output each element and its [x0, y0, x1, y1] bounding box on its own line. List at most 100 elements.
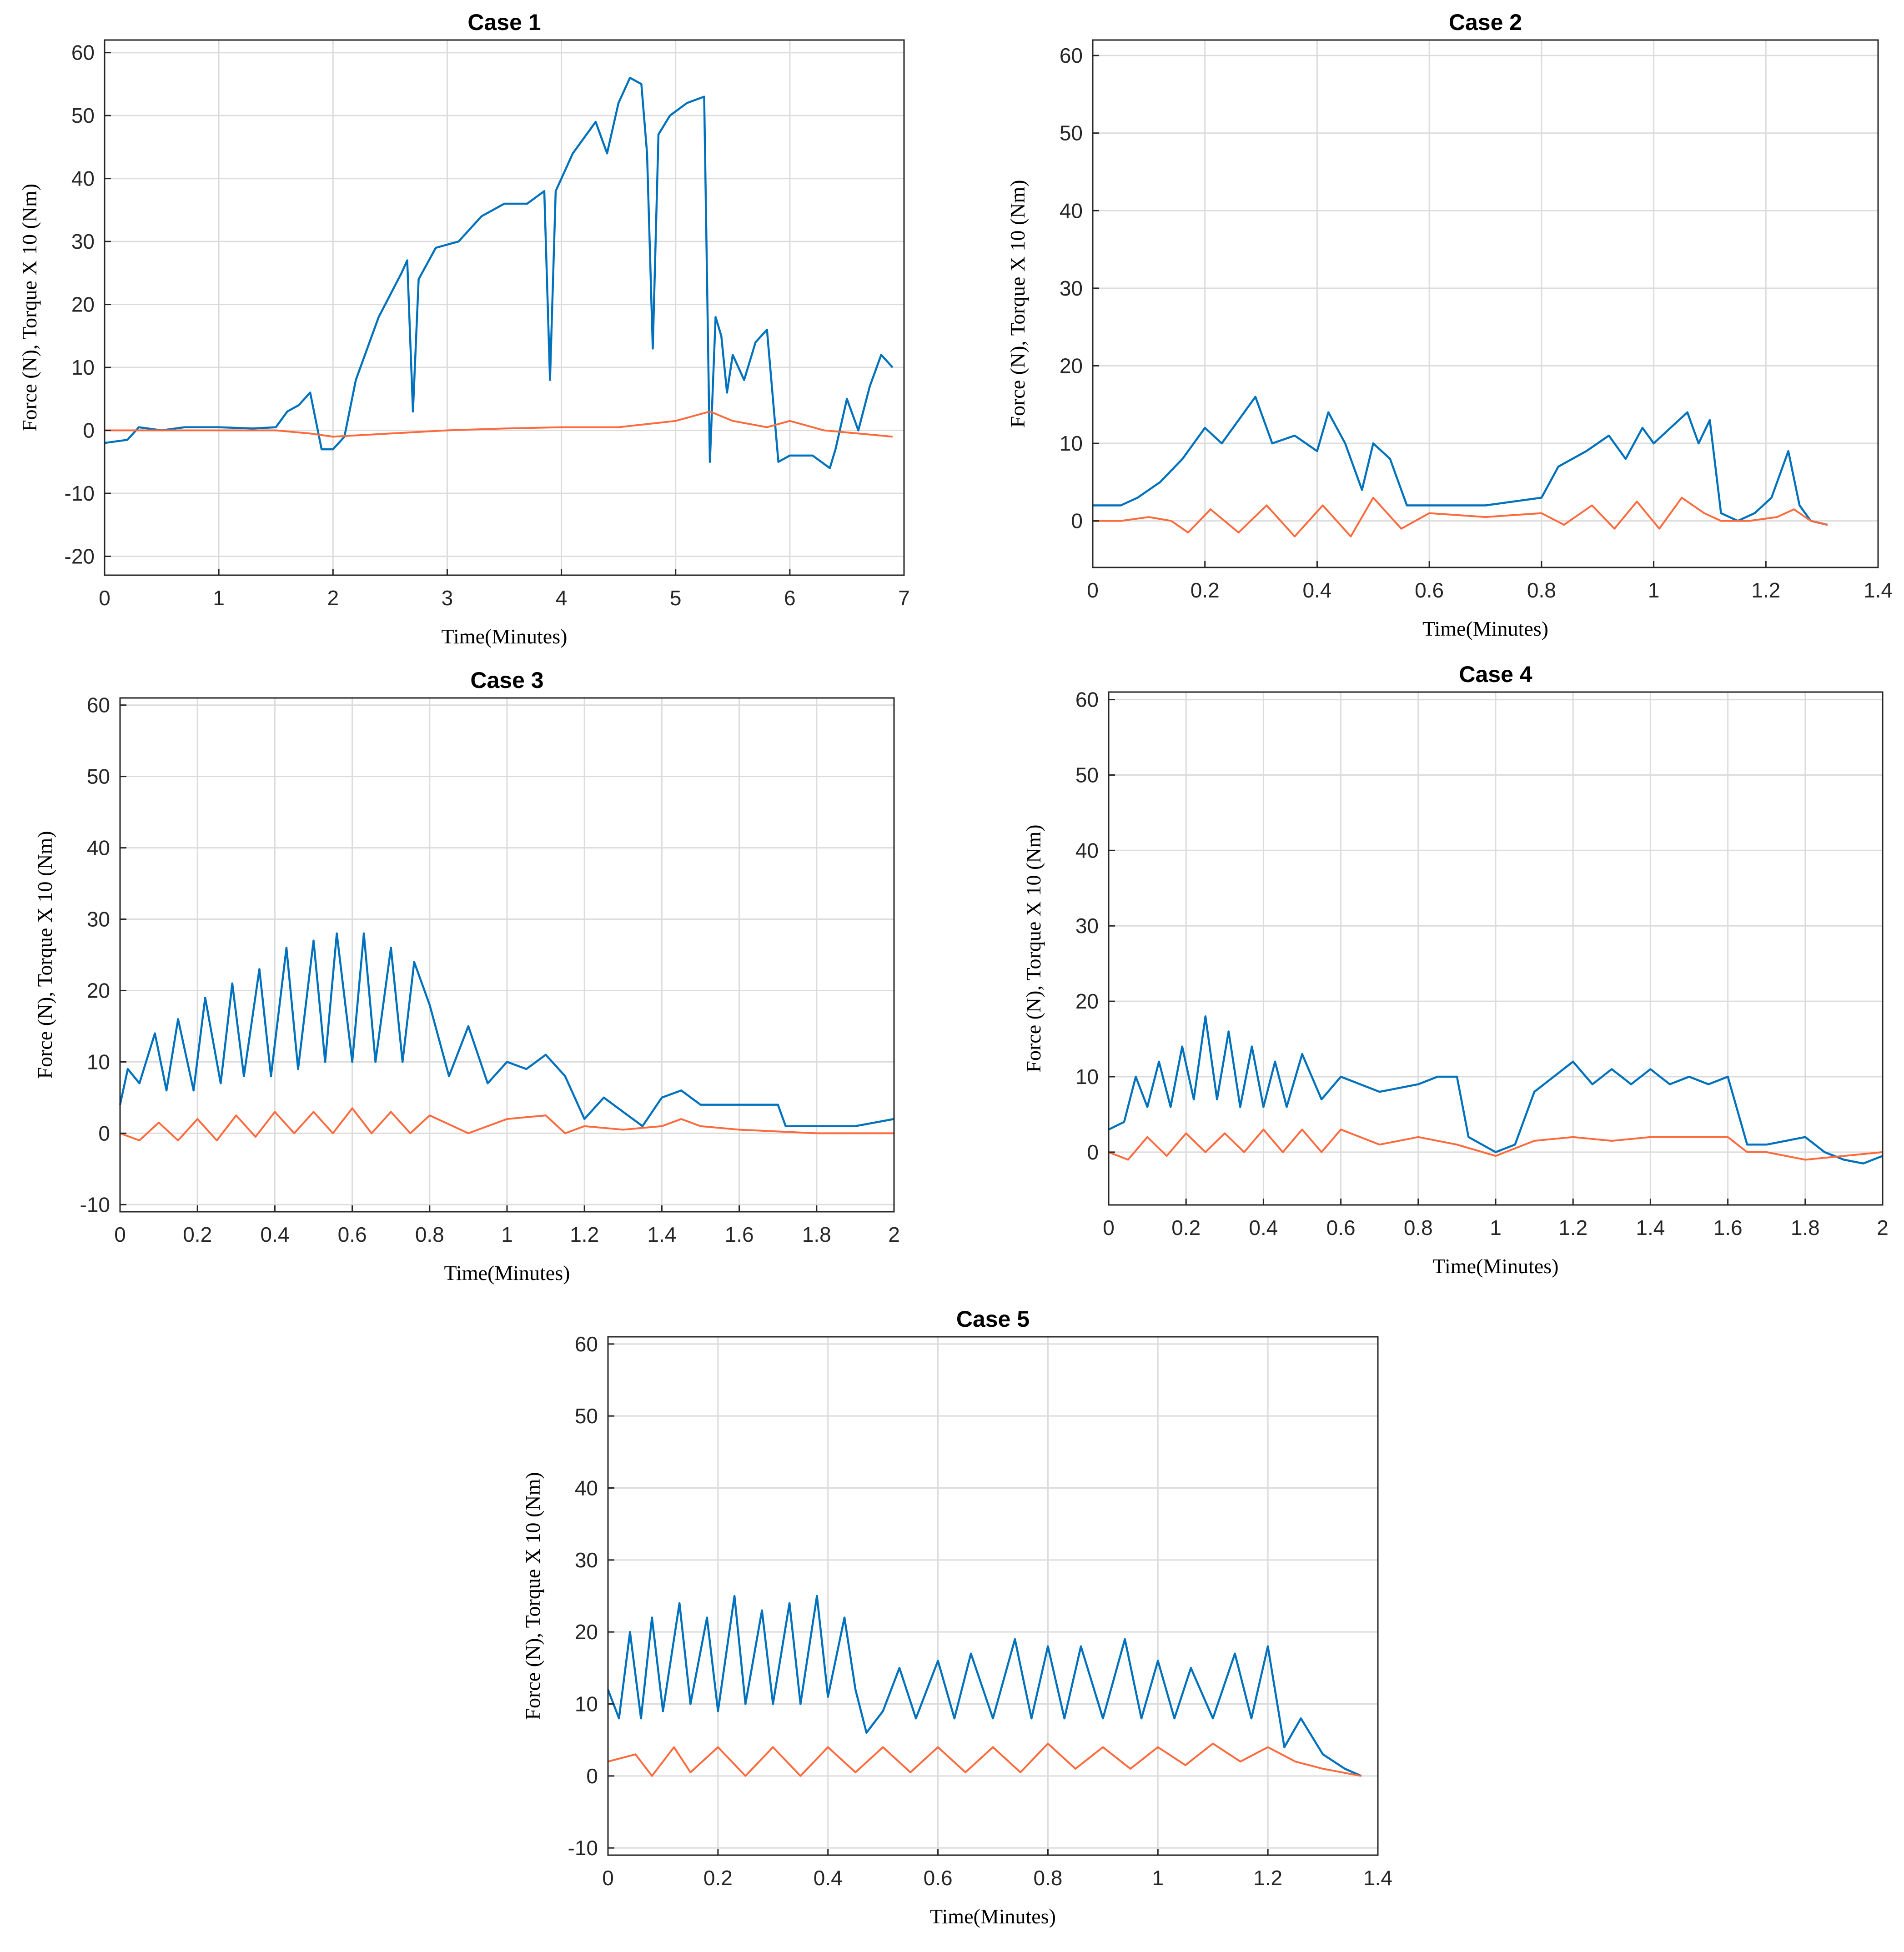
x-tick-label: 1: [501, 1223, 513, 1246]
y-tick-label: 20: [87, 979, 110, 1002]
x-tick-label: 0.2: [183, 1223, 212, 1246]
y-tick-label: 0: [98, 1121, 110, 1145]
axes-frame: [104, 39, 905, 576]
axes-frame: [1092, 39, 1879, 568]
chart-case-4: 0 0.2 0.4 0.6 0.8 1 1.2 1.4 1.6 1.8 20102030405060…: [1022, 662, 1889, 1278]
chart-title: Case 2: [1449, 10, 1522, 35]
x-axis-label: Time(Minutes): [444, 1261, 570, 1285]
y-tick-label: 40: [71, 167, 95, 191]
x-tick-label: 0.8: [1527, 578, 1556, 602]
y-tick-label: 20: [1060, 354, 1083, 377]
y-tick-label: 30: [87, 908, 110, 931]
y-tick-label: 0: [1071, 509, 1083, 533]
y-tick-label: 50: [1075, 763, 1099, 787]
y-tick-label: 50: [1060, 121, 1083, 145]
y-tick-label: -10: [80, 1193, 110, 1216]
y-axis-label: Force (N), Torque X 10 (Nm): [521, 1472, 544, 1720]
y-tick-label: 40: [575, 1476, 598, 1500]
x-tick-label: 0.2: [703, 1866, 733, 1890]
torque-series-line: [608, 1742, 1362, 1777]
x-tick-label: 0: [1103, 1216, 1115, 1239]
torque-series-line: [1093, 497, 1828, 537]
y-tick-label: 40: [1075, 838, 1099, 862]
x-tick-label: 0.2: [1191, 578, 1220, 602]
x-tick-label: 0.4: [814, 1866, 843, 1890]
x-tick-label: 4: [556, 586, 568, 610]
y-tick-label: 10: [575, 1692, 598, 1716]
y-tick-label: 30: [71, 230, 95, 253]
torque-series-line: [1108, 1129, 1883, 1161]
x-tick-label: 1.4: [1363, 1866, 1392, 1890]
x-tick-label: 0.4: [260, 1223, 289, 1246]
plot-area: [105, 40, 904, 575]
y-tick-label: 60: [87, 693, 110, 717]
x-tick-label: 0.6: [924, 1866, 953, 1890]
x-tick-label: 0.4: [1302, 578, 1331, 602]
y-tick-label: 20: [575, 1620, 598, 1644]
chart-title: Case 3: [470, 667, 543, 693]
x-tick-label: 0.6: [1415, 578, 1444, 602]
force-series-line: [1093, 396, 1828, 526]
y-tick-label: 0: [83, 419, 95, 442]
x-tick-label: 1: [213, 586, 225, 610]
y-tick-label: 10: [1060, 432, 1083, 455]
y-tick-label: 30: [575, 1548, 598, 1572]
x-tick-label: 0: [99, 586, 111, 610]
x-tick-label: 0.2: [1171, 1216, 1201, 1239]
plot-area: [608, 1337, 1378, 1855]
y-tick-label: 10: [1075, 1065, 1099, 1089]
x-tick-label: 1.2: [570, 1223, 599, 1246]
x-tick-label: 1: [1648, 578, 1660, 602]
y-tick-label: 60: [71, 41, 95, 65]
y-tick-label: 30: [1060, 276, 1083, 300]
y-tick-label: 60: [1060, 44, 1083, 67]
x-tick-label: 0: [114, 1223, 126, 1246]
y-axis-label: Force (N), Torque X 10 (Nm): [1022, 824, 1045, 1072]
force-series-line: [119, 932, 894, 1127]
y-tick-label: 20: [71, 293, 95, 316]
x-tick-label: 1.6: [1713, 1216, 1743, 1239]
x-tick-label: 3: [442, 586, 453, 610]
x-tick-label: 1.8: [802, 1223, 831, 1246]
x-axis-label: Time(Minutes): [1422, 617, 1548, 640]
y-tick-label: 40: [1060, 199, 1083, 222]
y-tick-label: 10: [87, 1050, 110, 1074]
axes-frame: [607, 1336, 1379, 1856]
x-tick-label: 0.6: [1326, 1216, 1356, 1239]
torque-series-line: [120, 1107, 894, 1142]
force-series-line: [607, 1595, 1362, 1777]
x-tick-label: 0: [1087, 578, 1099, 602]
y-tick-label: 60: [1075, 688, 1099, 712]
x-tick-label: 1.4: [647, 1223, 676, 1246]
x-tick-label: 1.8: [1791, 1216, 1820, 1239]
y-tick-label: 10: [71, 356, 95, 379]
x-tick-label: 0.8: [1033, 1866, 1062, 1890]
y-tick-label: 50: [87, 765, 110, 788]
x-tick-label: 1.4: [1864, 578, 1893, 602]
x-tick-label: 5: [670, 586, 682, 610]
x-tick-label: 1.6: [725, 1223, 754, 1246]
x-tick-label: 7: [898, 586, 910, 610]
y-tick-label: 50: [71, 104, 95, 127]
plot-area: [1093, 40, 1878, 567]
x-tick-label: 1.2: [1558, 1216, 1588, 1239]
y-axis-label: Force (N), Torque X 10 (Nm): [18, 184, 41, 432]
x-axis-label: Time(Minutes): [442, 625, 568, 648]
y-tick-label: 0: [586, 1764, 598, 1788]
x-tick-label: 1.2: [1253, 1866, 1282, 1890]
y-tick-label: 0: [1087, 1140, 1099, 1164]
y-tick-label: 60: [575, 1332, 598, 1356]
x-axis-label: Time(Minutes): [930, 1905, 1056, 1928]
x-tick-label: 1: [1490, 1216, 1502, 1239]
force-series-line: [1108, 1015, 1883, 1165]
y-tick-label: -10: [65, 482, 95, 505]
chart-title: Case 4: [1459, 662, 1532, 687]
chart-case-2: 0 0.2 0.4 0.6 0.8 1 1.2 1.4 0 10 20 30 40 50 60 Case 2 T…: [1006, 10, 1893, 640]
torque-series-line: [105, 411, 893, 438]
x-axis-label: Time(Minutes): [1433, 1254, 1559, 1278]
y-tick-label: 50: [575, 1404, 598, 1428]
chart-title: Case 5: [956, 1306, 1030, 1332]
y-tick-label: -20: [65, 544, 95, 568]
x-tick-label: 2: [888, 1223, 900, 1246]
